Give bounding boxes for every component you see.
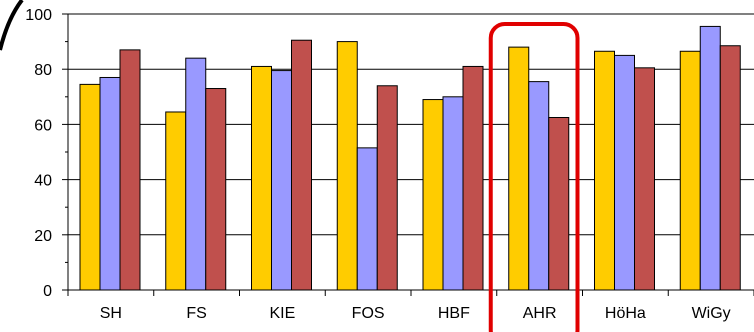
bar-KIE-s3	[291, 39, 312, 291]
bar-AHR-s3	[548, 117, 570, 291]
x-tick-label-SH: SH	[100, 305, 122, 322]
x-tick-label-HöHa: HöHa	[605, 305, 646, 322]
bar-FS-s1	[165, 111, 187, 291]
x-tick-label-FS: FS	[186, 305, 206, 322]
bar-SH-s3	[119, 49, 141, 291]
axes	[62, 13, 754, 296]
bar-HBF-s1	[422, 99, 444, 291]
x-tick-label-KIE: KIE	[269, 305, 295, 322]
highlight-box-AHR	[488, 22, 580, 332]
x-tick-label-AHR: AHR	[523, 305, 557, 322]
y-tick-label-60: 60	[34, 117, 52, 134]
x-tick-label-WiGy: WiGy	[692, 305, 731, 322]
y-tick-label-80: 80	[34, 62, 52, 79]
bar-AHR-s2	[528, 81, 550, 291]
bar-HöHa-s2	[614, 54, 635, 291]
y-tick-label-0: 0	[43, 283, 52, 300]
bar-KIE-s2	[271, 70, 292, 291]
bar-HöHa-s1	[594, 50, 615, 291]
bar-SH-s1	[79, 83, 101, 291]
bar-HöHa-s3	[634, 67, 655, 291]
corner-arc-decoration	[0, 0, 24, 51]
bar-SH-s2	[99, 76, 121, 291]
bar-FS-s3	[205, 88, 227, 291]
bar-FOS-s2	[356, 147, 378, 291]
x-tick-label-HBF: HBF	[438, 305, 470, 322]
y-tick-label-20: 20	[34, 228, 52, 245]
y-tick-label-40: 40	[34, 173, 52, 190]
bar-HBF-s2	[442, 96, 464, 291]
bar-WiGy-s2	[699, 25, 721, 291]
x-tick-label-FOS: FOS	[352, 305, 385, 322]
bar-HBF-s3	[462, 65, 484, 291]
bar-FOS-s3	[376, 85, 398, 291]
y-tick-label-100: 100	[25, 7, 52, 24]
bar-AHR-s1	[508, 46, 530, 291]
bar-KIE-s1	[251, 65, 272, 291]
bar-WiGy-s1	[679, 50, 701, 291]
highlight-overlay	[488, 22, 580, 332]
bar-WiGy-s3	[719, 45, 741, 291]
x-tick-labels: SH FS KIE FOS HBF AHR HöHa WiGy	[100, 305, 731, 322]
y-tick-labels: 0 20 40 60 80 100	[25, 7, 52, 300]
bar-FS-s2	[185, 57, 207, 291]
bar-FOS-s1	[336, 41, 358, 291]
bars	[79, 25, 741, 291]
